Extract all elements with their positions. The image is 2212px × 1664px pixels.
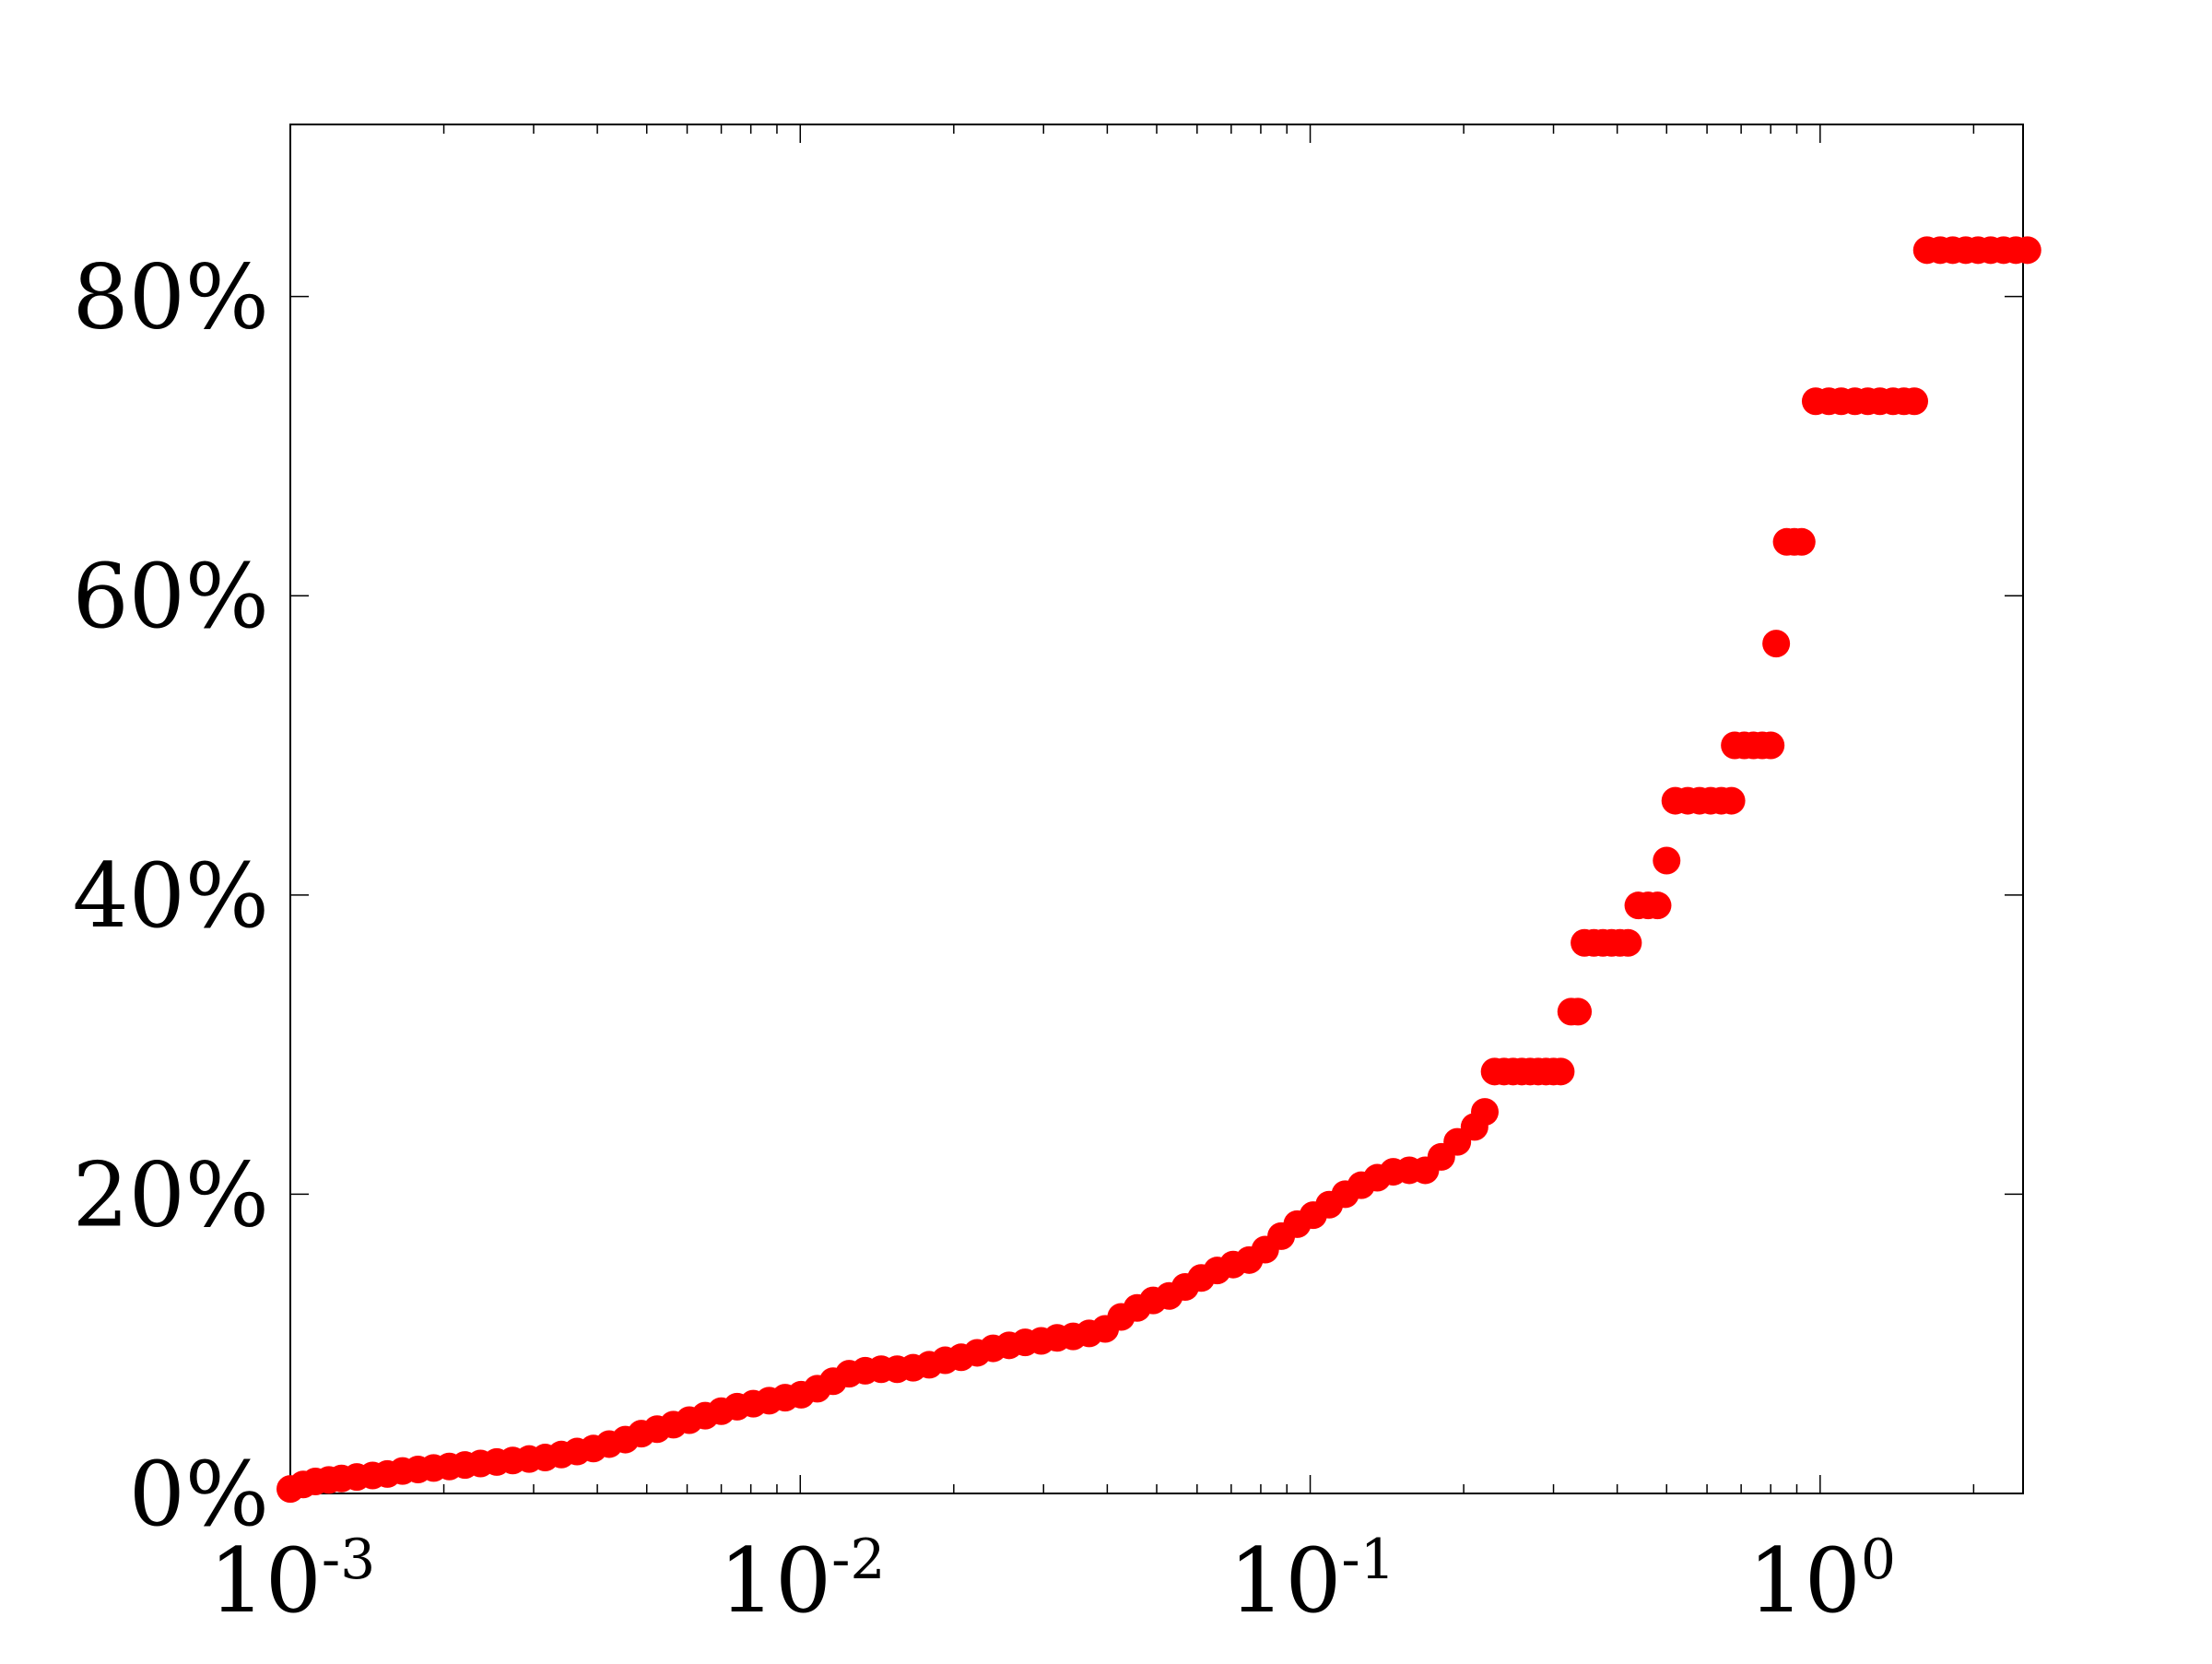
data-point	[1787, 527, 1816, 556]
data-point	[2013, 236, 2041, 265]
data-point	[1900, 387, 1929, 416]
y-tick-label: 60%	[73, 545, 269, 648]
data-point	[1471, 1098, 1500, 1127]
x-tick-label: 100	[1748, 1528, 1896, 1633]
data-points	[276, 236, 2041, 1504]
y-tick-labels: 0% 20% 40% 60% 80%	[73, 246, 269, 1546]
data-point	[1717, 786, 1746, 815]
x-tick-labels: 10-3 10-2 10-1 100	[209, 1528, 1896, 1633]
x-tick-label: 10-3	[209, 1528, 376, 1633]
data-point	[1547, 1057, 1575, 1086]
data-point	[1757, 731, 1785, 760]
data-point	[1564, 997, 1593, 1026]
data-point	[1643, 891, 1672, 920]
data-point	[1762, 630, 1791, 658]
y-tick-label: 0%	[129, 1443, 269, 1546]
data-point	[1614, 928, 1642, 957]
data-point	[1653, 846, 1681, 875]
y-tick-label: 20%	[73, 1143, 269, 1246]
x-tick-label: 10-2	[719, 1528, 886, 1633]
y-tick-label: 80%	[73, 246, 269, 349]
minor-ticks	[442, 124, 1975, 1493]
y-tick-label: 40%	[73, 844, 269, 948]
x-tick-label: 10-1	[1229, 1528, 1395, 1633]
